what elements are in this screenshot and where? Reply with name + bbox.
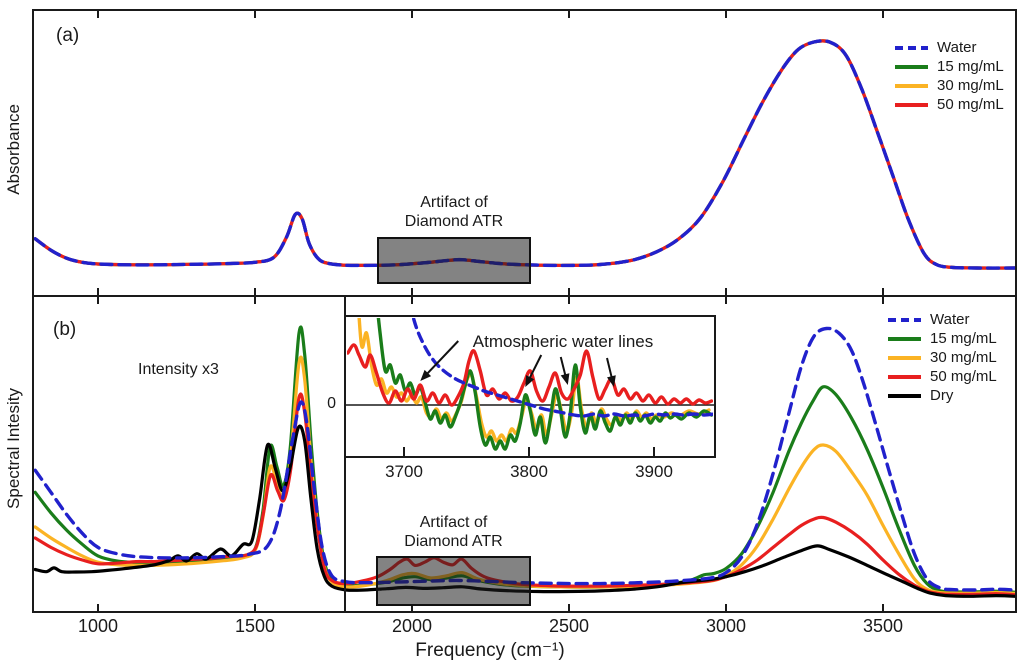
artifact-annotation-a-line2: Diamond ATR (404, 213, 504, 230)
water-line-arrowhead-4 (607, 375, 616, 387)
legend-item-50-mg-ml: 50 mg/mL (895, 97, 1004, 112)
artifact-annotation-a: Artifact of Diamond ATR (378, 193, 530, 231)
legend-label: 30 mg/mL (930, 349, 997, 366)
series-a-30-mg-ml-line (34, 39, 1015, 270)
solid-line-swatch (895, 83, 928, 88)
water-line-arrowhead-3 (560, 373, 570, 385)
legend-item-15-mg-ml: 15 mg/mL (895, 59, 1004, 74)
legend-label: 50 mg/mL (937, 96, 1004, 113)
legend-panel-a: Water 15 mg/mL 30 mg/mL 50 mg/mL (895, 40, 1004, 112)
solid-line-swatch (888, 355, 921, 360)
solid-line-swatch (895, 102, 928, 107)
series-a-50-mg-ml-line (34, 39, 1015, 270)
solid-line-swatch (895, 64, 928, 69)
panel-a-label: (a) (56, 25, 80, 46)
x-tick-label-3000: 3000 (705, 616, 747, 636)
artifact-box-b (376, 556, 531, 606)
legend-label: 30 mg/mL (937, 77, 1004, 94)
intensity-x3-note: Intensity x3 (138, 361, 219, 378)
solid-line-swatch (888, 336, 921, 341)
y-axis-label-spectral-intensity: Spectral Intesity (4, 388, 23, 509)
panel-b-label: (b) (53, 319, 77, 340)
artifact-annotation-a-line1: Artifact of (420, 194, 488, 211)
water-line-arrow-2 (527, 354, 543, 382)
artifact-box-a (377, 237, 531, 284)
inset-x-tick-label-3900: 3900 (635, 462, 673, 481)
series-b-dry-line (34, 424, 1015, 598)
inset-series-water-line (411, 318, 713, 418)
water-line-arrow-1 (424, 340, 459, 377)
solid-line-swatch (888, 393, 921, 398)
inset-zero-label: 0 (327, 395, 336, 412)
x-axis-title: Frequency (cm⁻¹) (415, 640, 565, 661)
artifact-annotation-b: Artifact of Diamond ATR (377, 513, 530, 551)
inset-x-tick-label-3700: 3700 (385, 462, 423, 481)
legend-item-water: Water (895, 40, 1004, 55)
water-line-arrowhead-2 (525, 375, 535, 387)
x-tick-label-1500: 1500 (234, 616, 276, 636)
x-tick-label-2000: 2000 (391, 616, 433, 636)
inset-series-50-mg-ml-line (347, 343, 713, 407)
legend-item-dry: Dry (888, 388, 997, 403)
legend-panel-b: Water 15 mg/mL 30 mg/mL 50 mg/mL Dry (888, 312, 997, 403)
legend-label: 50 mg/mL (930, 368, 997, 385)
dashed-line-swatch (888, 317, 921, 322)
legend-item-50-mg-ml: 50 mg/mL (888, 369, 997, 384)
legend-label: Dry (930, 387, 954, 404)
y-axis-label-absorbance: Absorbance (4, 104, 23, 195)
x-tick-label-3500: 3500 (862, 616, 904, 636)
water-line-arrowhead-1 (420, 369, 432, 381)
artifact-annotation-b-line2: Diamond ATR (404, 533, 503, 550)
legend-item-water: Water (888, 312, 997, 327)
solid-line-swatch (888, 374, 921, 379)
inset-x-tick-label-3800: 3800 (510, 462, 548, 481)
artifact-annotation-b-line1: Artifact of (419, 514, 488, 531)
panel-b-frame (32, 295, 1017, 613)
legend-label: Water (937, 39, 977, 56)
legend-item-30-mg-ml: 30 mg/mL (895, 78, 1004, 93)
series-a-water-line (34, 39, 1015, 270)
series-b-water-line (34, 326, 1015, 592)
legend-label: 15 mg/mL (930, 330, 997, 347)
x-tick-label-2500: 2500 (548, 616, 590, 636)
legend-label: 15 mg/mL (937, 58, 1004, 75)
atmospheric-water-lines-annotation: Atmospheric water lines (472, 332, 654, 351)
series-a-15-mg-ml-line (34, 39, 1015, 270)
x-tick-label-1000: 1000 (77, 616, 119, 636)
legend-item-15-mg-ml: 15 mg/mL (888, 331, 997, 346)
legend-item-30-mg-ml: 30 mg/mL (888, 350, 997, 365)
dashed-line-swatch (895, 45, 928, 50)
legend-label: Water (930, 311, 970, 328)
